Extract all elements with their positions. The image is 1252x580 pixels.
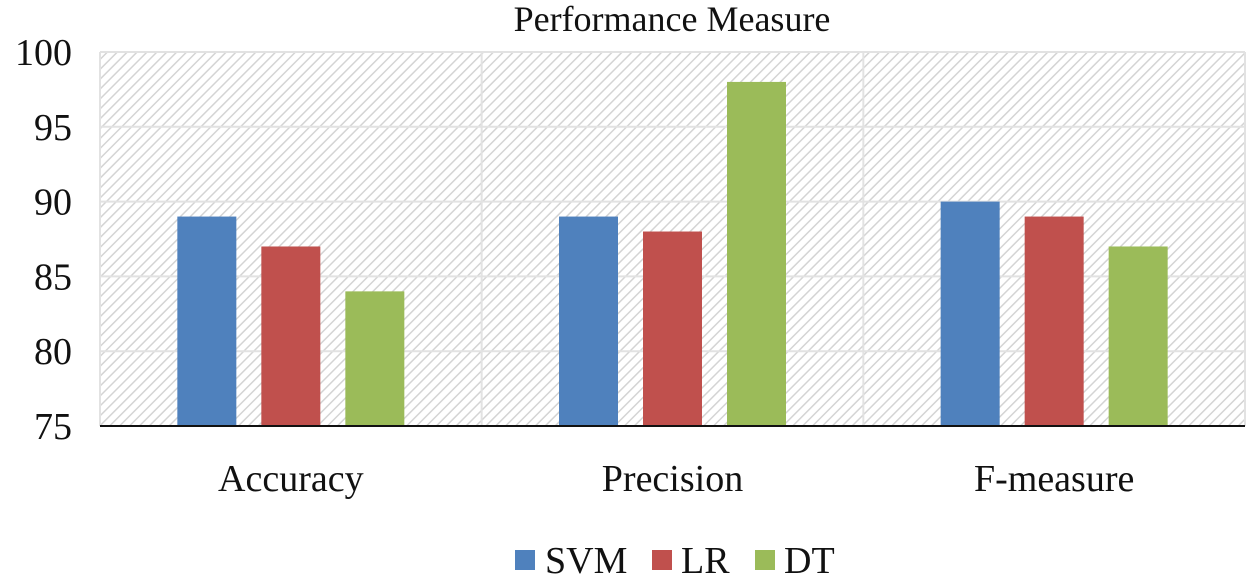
bar-lr-f-measure — [1024, 216, 1084, 426]
y-tick-label: 80 — [34, 331, 72, 373]
bars — [177, 81, 1168, 427]
y-tick-label: 100 — [15, 32, 72, 74]
bar-lr-precision — [643, 231, 702, 426]
x-category-label: Precision — [602, 458, 743, 500]
x-category-label: F-measure — [974, 458, 1134, 500]
bar-svm-f-measure — [940, 201, 1000, 426]
bar-dt-f-measure — [1108, 246, 1168, 426]
x-axis-category-labels: Accuracy Precision F-measure — [218, 458, 1134, 500]
legend-label-svm: SVM — [545, 540, 627, 580]
legend-swatch-dt — [755, 550, 775, 570]
bar-svm-accuracy — [177, 216, 237, 426]
y-axis-tick-labels: 75 80 85 90 95 100 — [15, 32, 72, 448]
chart-title: Performance Measure — [514, 0, 831, 39]
y-tick-label: 85 — [34, 256, 72, 298]
legend-swatch-lr — [652, 550, 672, 570]
y-tick-label: 75 — [34, 406, 72, 448]
bar-svm-precision — [559, 216, 618, 426]
y-tick-label: 95 — [34, 107, 72, 149]
legend-label-dt: DT — [784, 540, 835, 580]
x-category-label: Accuracy — [218, 458, 364, 500]
bar-dt-precision — [727, 81, 786, 427]
legend-swatch-svm — [515, 550, 535, 570]
y-tick-label: 90 — [34, 182, 72, 224]
bar-lr-accuracy — [261, 246, 321, 426]
bar-dt-accuracy — [345, 291, 405, 426]
legend-label-lr: LR — [681, 540, 730, 580]
legend: SVM LR DT — [515, 540, 835, 580]
